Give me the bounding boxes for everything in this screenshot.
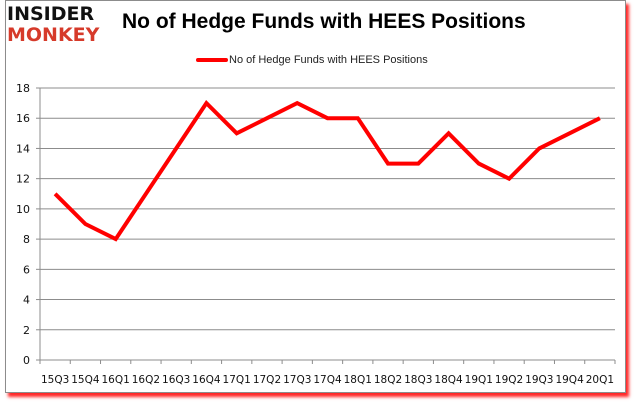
- x-tick-label: 20Q1: [586, 374, 614, 386]
- chart-legend: No of Hedge Funds with HEES Positions: [196, 54, 428, 66]
- x-tick-label: 19Q2: [495, 374, 523, 386]
- y-tick-label: 12: [16, 173, 30, 186]
- y-tick-label: 18: [16, 82, 30, 95]
- y-axis-ticks: 0 2 4 6 8 10 12 14 16 18: [16, 82, 40, 367]
- y-tick-label: 6: [23, 263, 30, 276]
- series-line: [53, 99, 601, 242]
- chart-title: No of Hedge Funds with HEES Positions: [122, 10, 526, 33]
- y-tick-label: 0: [23, 354, 30, 367]
- x-tick-label: 18Q4: [434, 374, 463, 386]
- y-tick-label: 2: [23, 324, 30, 337]
- x-tick-label: 16Q4: [192, 374, 221, 386]
- x-tick-label: 16Q1: [102, 374, 130, 386]
- x-tick-label: 15Q3: [41, 374, 69, 386]
- x-tick-label: 19Q4: [555, 374, 584, 386]
- legend-line-icon: [196, 58, 228, 62]
- y-tick-label: 8: [23, 233, 30, 246]
- y-tick-label: 16: [16, 112, 30, 125]
- logo-line-1: INSIDER: [7, 3, 95, 25]
- x-tick-label: 18Q1: [344, 374, 372, 386]
- x-tick-label: 19Q3: [525, 374, 553, 386]
- legend-label: No of Hedge Funds with HEES Positions: [229, 54, 428, 66]
- logo-line-2: MONKEY: [7, 24, 100, 46]
- x-tick-label: 19Q1: [465, 374, 493, 386]
- gridlines: [40, 87, 615, 331]
- x-tick-label: 17Q3: [283, 374, 311, 386]
- y-tick-label: 14: [16, 142, 30, 155]
- x-tick-label: 17Q1: [223, 374, 251, 386]
- y-tick-label: 10: [16, 203, 30, 216]
- x-axis-ticks: 15Q3 15Q4 16Q1 16Q2 16Q3 16Q4 17Q1 17Q2 17Q3 17Q4…: [39, 360, 616, 386]
- chart-frame: [5, 0, 626, 393]
- x-tick-label: 15Q4: [71, 374, 100, 386]
- x-tick-label: 17Q2: [253, 374, 281, 386]
- x-tick-label: 18Q2: [374, 374, 402, 386]
- insider-monkey-logo: INSIDER MONKEY: [7, 4, 112, 50]
- x-tick-label: 16Q3: [162, 374, 190, 386]
- axes: [39, 88, 615, 361]
- y-tick-label: 4: [23, 294, 30, 307]
- x-tick-label: 17Q4: [313, 374, 342, 386]
- x-tick-label: 16Q2: [132, 374, 160, 386]
- x-tick-label: 18Q3: [404, 374, 432, 386]
